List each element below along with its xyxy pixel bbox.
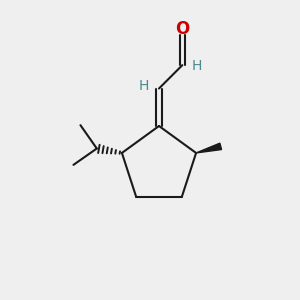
Polygon shape: [196, 143, 222, 153]
Text: H: H: [191, 59, 202, 73]
Text: O: O: [175, 20, 190, 38]
Text: H: H: [138, 79, 148, 93]
